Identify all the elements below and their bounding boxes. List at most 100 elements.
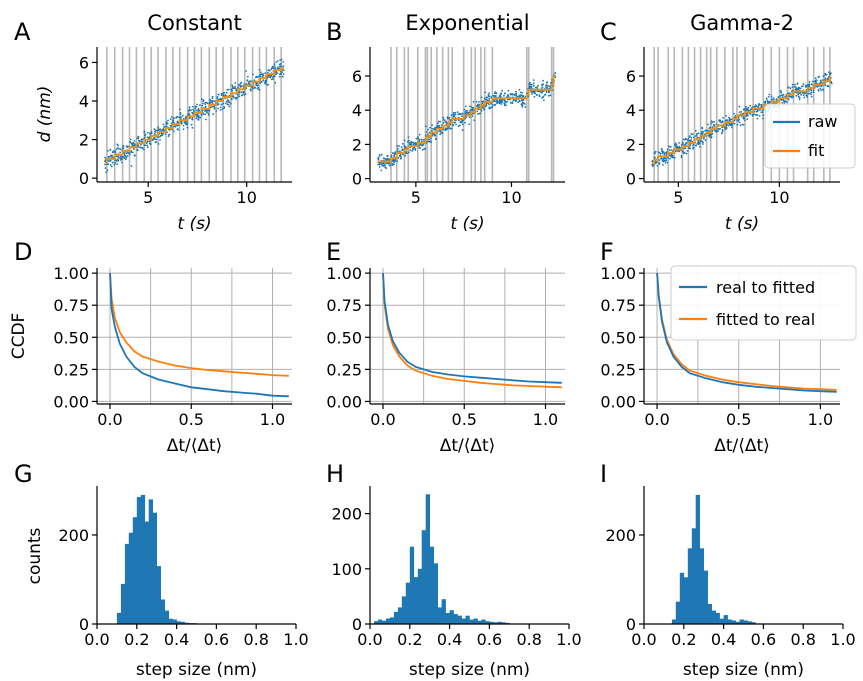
raw-point [798, 96, 801, 99]
raw-point [745, 107, 748, 110]
histogram-bar [378, 619, 383, 624]
raw-point [728, 116, 730, 119]
raw-point [830, 82, 833, 85]
raw-point [760, 111, 763, 114]
raw-point [666, 148, 669, 151]
raw-point [186, 122, 189, 125]
raw-point [260, 73, 263, 75]
raw-point [521, 104, 524, 107]
raw-point [489, 107, 492, 110]
raw-point [278, 75, 281, 78]
y-tick-label: 4 [352, 101, 362, 120]
raw-point [157, 136, 160, 139]
raw-point [670, 149, 673, 152]
raw-point [442, 121, 445, 124]
raw-point [485, 103, 488, 105]
raw-point [493, 94, 495, 97]
histogram-bar [723, 615, 728, 624]
raw-point [143, 131, 146, 134]
raw-point [411, 150, 414, 152]
histogram-bar [172, 619, 177, 624]
raw-point [176, 124, 179, 127]
y-tick-label: 1.00 [600, 264, 636, 283]
raw-point [246, 79, 249, 81]
raw-point [452, 114, 455, 116]
raw-point [501, 101, 503, 104]
raw-point [438, 130, 440, 133]
raw-point [424, 125, 427, 128]
raw-point [432, 133, 435, 135]
raw-point [280, 65, 283, 67]
raw-point [104, 167, 107, 170]
raw-point [382, 157, 385, 160]
raw-point [820, 89, 823, 91]
raw-point [808, 81, 811, 83]
raw-point [704, 139, 707, 142]
raw-point [694, 135, 697, 137]
raw-point [808, 83, 811, 86]
histogram-bar [683, 577, 689, 624]
raw-point [195, 117, 198, 120]
raw-point [121, 146, 124, 149]
raw-point [684, 138, 686, 141]
raw-point [680, 154, 683, 157]
raw-point [530, 83, 533, 86]
raw-point [139, 146, 142, 149]
raw-point [496, 102, 498, 105]
raw-point [819, 79, 822, 82]
raw-point [124, 158, 127, 161]
raw-point [549, 94, 552, 97]
raw-point [258, 68, 261, 71]
raw-point [661, 148, 663, 151]
raw-point [217, 107, 219, 110]
raw-point [725, 115, 727, 117]
raw-point [216, 97, 219, 99]
raw-point [378, 163, 381, 166]
raw-point [112, 150, 115, 153]
panel-letter: B [326, 18, 342, 46]
raw-point [107, 156, 110, 159]
raw-point [143, 148, 145, 151]
raw-point [689, 144, 691, 147]
raw-point [123, 157, 126, 160]
raw-point [824, 72, 827, 75]
raw-point [157, 126, 160, 129]
raw-point [687, 147, 690, 150]
raw-point [408, 139, 410, 142]
raw-point [721, 130, 724, 133]
raw-point [699, 145, 701, 148]
raw-point [136, 149, 139, 152]
histogram-bar [389, 617, 395, 624]
raw-point [671, 154, 674, 157]
histogram-bar [489, 621, 494, 624]
raw-point [504, 92, 506, 95]
raw-point [240, 81, 243, 84]
y-tick-label: 0.00 [53, 392, 89, 411]
raw-point [712, 124, 715, 126]
histogram-bar [393, 611, 399, 624]
raw-point [454, 121, 457, 124]
raw-point [695, 144, 697, 147]
raw-point [457, 125, 460, 128]
raw-point [796, 87, 799, 90]
histogram-bar [413, 577, 419, 624]
raw-point [406, 140, 409, 143]
raw-point [190, 123, 193, 126]
raw-point [130, 151, 133, 154]
raw-point [401, 142, 404, 145]
raw-point [795, 94, 798, 97]
raw-point [668, 149, 671, 152]
x-tick-label: 0.8 [516, 630, 541, 649]
raw-point [537, 84, 539, 87]
raw-point [220, 92, 223, 95]
raw-point [201, 105, 204, 107]
raw-point [692, 146, 695, 149]
raw-point [793, 85, 796, 88]
raw-point [685, 152, 688, 155]
raw-point [810, 95, 813, 98]
raw-point [119, 159, 122, 161]
raw-point [226, 100, 228, 103]
raw-point [204, 109, 207, 112]
raw-point [678, 150, 680, 153]
raw-point [471, 108, 474, 111]
